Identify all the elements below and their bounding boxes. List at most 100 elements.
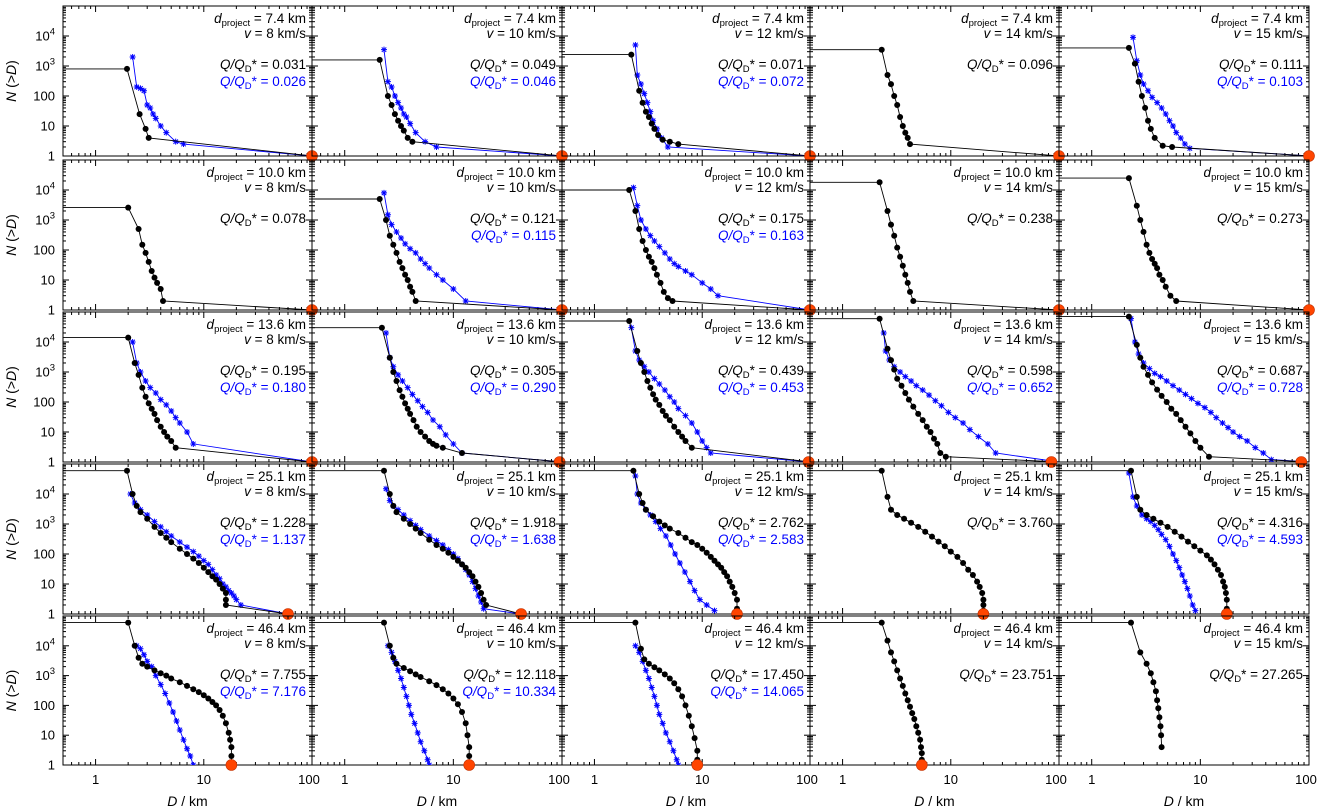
black-point [651, 664, 658, 671]
q-blue-label: Q/QD* = 0.290 [470, 380, 556, 398]
black-point [1156, 271, 1163, 278]
black-point [216, 581, 223, 587]
black-point [888, 649, 894, 656]
blue-point [478, 599, 485, 606]
d-project-label: dproject = 46.4 km [1204, 621, 1303, 639]
black-point [1143, 241, 1150, 248]
blue-point [419, 403, 426, 410]
blue-point [176, 726, 183, 733]
largest-remnant-marker [691, 759, 704, 771]
black-point [902, 271, 909, 278]
blue-point [137, 85, 144, 92]
black-point [160, 298, 166, 304]
blue-point [1213, 414, 1220, 421]
blue-point [157, 681, 164, 688]
black-point [1191, 543, 1198, 550]
black-point [669, 298, 676, 304]
black-point [151, 410, 158, 417]
black-point [200, 692, 207, 699]
q-blue-label: Q/QD* = 2.583 [718, 532, 804, 550]
x-tick-label: 100 [796, 772, 818, 787]
black-point [707, 553, 714, 560]
blue-point [172, 414, 179, 421]
blue-point [938, 402, 945, 409]
blue-point [190, 762, 197, 765]
q-blue-label: Q/QD* = 0.026 [220, 74, 306, 92]
blue-point [213, 571, 220, 578]
y-tick-label: 103 [35, 666, 55, 683]
black-point [919, 417, 926, 424]
blue-point [691, 587, 698, 594]
black-point [908, 519, 915, 526]
largest-remnant-marker [1221, 608, 1233, 620]
blue-point [694, 429, 701, 435]
black-point [129, 491, 136, 497]
black-point [688, 539, 695, 546]
blue-point [648, 684, 655, 691]
black-point [1207, 556, 1214, 563]
black-point [909, 710, 916, 717]
blue-point [902, 373, 909, 380]
black-point [637, 645, 644, 652]
black-point [1143, 660, 1150, 667]
black-point [213, 576, 220, 583]
blue-point [1189, 601, 1196, 608]
q-blue-label: Q/QD* = 14.065 [710, 684, 804, 702]
velocity-label: v = 15 km/s [1234, 636, 1304, 651]
largest-remnant-marker [1295, 456, 1308, 468]
velocity-label: v = 14 km/s [984, 484, 1054, 499]
blue-point [908, 378, 915, 385]
black-point [1155, 705, 1162, 712]
black-point [651, 265, 658, 272]
black-point [915, 729, 922, 736]
x-tick-label: 1 [591, 772, 598, 787]
black-point [891, 658, 898, 665]
blue-point [422, 260, 429, 267]
black-point [947, 548, 954, 555]
x-tick-label: 100 [1045, 772, 1067, 787]
velocity-label: v = 8 km/s [244, 484, 306, 499]
black-point [703, 549, 710, 556]
black-point [124, 65, 130, 72]
black-point [176, 679, 183, 686]
blue-point [398, 675, 405, 682]
black-point [904, 697, 911, 704]
black-point [402, 271, 409, 278]
q-black-label: Q/QD* = 0.598 [967, 363, 1053, 381]
blue-point [659, 720, 666, 727]
black-point [135, 371, 142, 378]
black-point [393, 509, 400, 516]
black-point [636, 491, 643, 497]
velocity-label: v = 15 km/s [1234, 26, 1304, 41]
black-point [400, 127, 407, 134]
black-point [659, 408, 666, 414]
black-point [644, 378, 651, 384]
black-point [929, 533, 935, 540]
blue-point [412, 249, 419, 256]
black-point [642, 506, 649, 513]
blue-point [129, 53, 136, 60]
largest-remnant-marker [515, 608, 527, 620]
black-point [390, 654, 397, 661]
q-black-label: Q/QD* = 0.238 [967, 211, 1053, 229]
y-axis-label: N (>D) [3, 60, 19, 102]
x-tick-label: 10 [197, 772, 211, 787]
black-point [396, 258, 403, 265]
plot-area [63, 467, 291, 614]
velocity-label: v = 14 km/s [984, 26, 1054, 41]
blue-point [919, 387, 926, 394]
blue-point [412, 522, 419, 529]
black-point [718, 564, 725, 571]
blue-point [647, 108, 654, 115]
black-point [1192, 438, 1199, 444]
q-blue-label: Q/QD* = 0.180 [220, 380, 306, 398]
blue-point [409, 391, 416, 398]
blue-point [168, 532, 175, 539]
blue-point [1158, 531, 1165, 538]
velocity-label: v = 15 km/s [1234, 180, 1304, 195]
blue-point [426, 532, 433, 539]
velocity-label: v = 14 km/s [984, 180, 1054, 195]
blue-point [1140, 81, 1147, 88]
black-point [205, 569, 212, 576]
black-point [1133, 341, 1140, 348]
